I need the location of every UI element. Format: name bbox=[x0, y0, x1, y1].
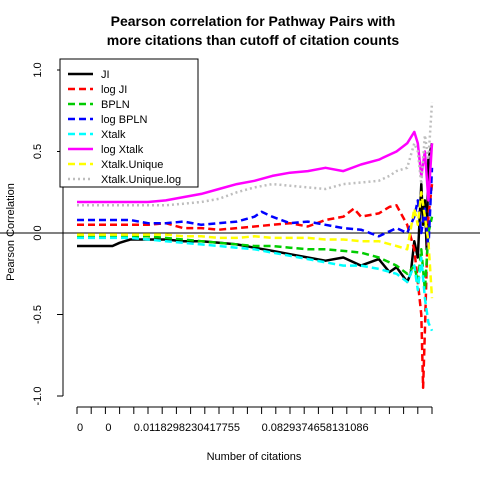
legend-label: Xtalk bbox=[101, 129, 126, 141]
x-tick-label: 0 bbox=[77, 422, 83, 434]
x-tick-label: 0 bbox=[105, 422, 111, 434]
series-line-xtalk-unique-log bbox=[77, 102, 434, 207]
x-axis-label: Number of citations bbox=[207, 451, 302, 463]
series-line-xtalk-unique bbox=[77, 191, 434, 299]
legend-label: log JI bbox=[101, 84, 127, 96]
x-axis: 0 0 0.0118298230417755 0.0829374658131086 bbox=[76, 406, 433, 434]
legend-label: Xtalk.Unique.log bbox=[101, 174, 181, 186]
legend-label: log BPLN bbox=[101, 114, 148, 126]
y-tick-label: -0.5 bbox=[32, 305, 44, 324]
series-line-log-xtalk bbox=[77, 130, 434, 204]
series-line-xtalk bbox=[77, 236, 434, 332]
y-axis: -1.0-0.50.00.51.0 bbox=[32, 62, 64, 406]
series-line-log-bpln bbox=[77, 167, 434, 251]
y-tick-label: 1.0 bbox=[32, 62, 44, 77]
legend-label: BPLN bbox=[101, 99, 130, 111]
legend-label: log Xtalk bbox=[101, 144, 144, 156]
chart-title-line1: Pearson correlation for Pathway Pairs wi… bbox=[111, 13, 396, 29]
legend-label: Xtalk.Unique bbox=[101, 159, 163, 171]
series-line-log-ji bbox=[77, 183, 434, 390]
y-tick-label: -1.0 bbox=[32, 387, 44, 406]
series-lines bbox=[77, 102, 434, 390]
x-tick-label: 0.0118298230417755 bbox=[134, 422, 240, 434]
legend: JI log JI BPLN log BPLN Xtalk log Xtalk Xtalk.… bbox=[59, 58, 199, 188]
x-tick-label: 0.0829374658131086 bbox=[262, 422, 369, 434]
y-axis-label: Pearson Correlation bbox=[5, 183, 17, 281]
series-line-ji bbox=[77, 143, 434, 284]
legend-label: JI bbox=[101, 69, 110, 81]
legend-box bbox=[59, 58, 199, 188]
y-tick-label: 0.5 bbox=[32, 144, 44, 159]
chart-title-line2: more citations than cutoff of citation c… bbox=[107, 32, 400, 48]
